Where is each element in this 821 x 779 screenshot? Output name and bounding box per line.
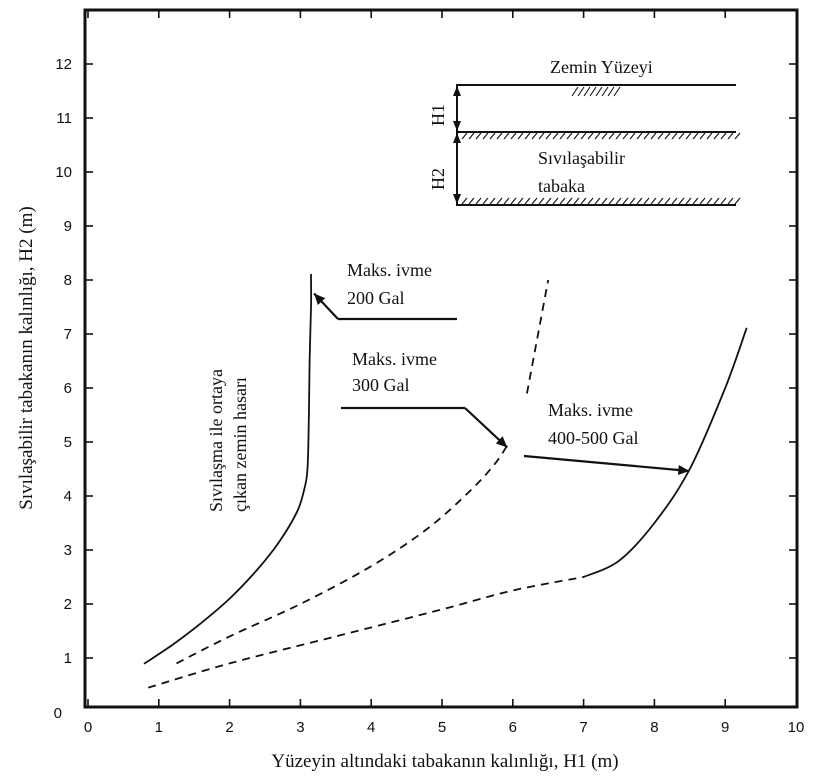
y-tick-label: 6 xyxy=(64,380,72,397)
y-tick-label: 3 xyxy=(64,542,72,559)
x-tick-label: 10 xyxy=(788,719,805,736)
series-1-line xyxy=(176,441,511,665)
inset-h2-label: H2 xyxy=(428,168,448,190)
inset-hatching xyxy=(461,86,741,205)
y-tick-label: 5 xyxy=(64,434,72,451)
annotation-400-line1: Maks. ivme xyxy=(548,400,633,420)
annotation-300-line1: Maks. ivme xyxy=(352,349,437,369)
annotation-200-line1: Maks. ivme xyxy=(347,260,432,280)
inset-layer-label-line2: tabaka xyxy=(538,176,585,196)
inset-diagram: Zemin Yüzeyi H1 H2 Sıvılaşabilir tabaka xyxy=(428,57,741,206)
y-tick-label: 10 xyxy=(55,164,72,181)
x-tick-label: 0 xyxy=(84,719,92,736)
damage-label-line1: Sıvılaşma ile ortaya xyxy=(206,369,226,512)
arrow-300-head xyxy=(495,436,508,448)
annotation-400-line2: 400-500 Gal xyxy=(548,428,638,448)
annotation-arrows xyxy=(313,292,690,475)
x-tick-label: 7 xyxy=(579,719,587,736)
x-tick-label: 1 xyxy=(155,719,163,736)
damage-label-line2: çıkan zemin hasarı xyxy=(230,377,250,512)
inset-h1-label: H1 xyxy=(428,104,448,126)
y-tick-label: 2 xyxy=(64,596,72,613)
y-tick-label: 11 xyxy=(56,110,72,127)
y-tick-label: 12 xyxy=(55,56,72,73)
x-tick-label: 3 xyxy=(296,719,304,736)
y-axis-title: Sıvılaşabilir tabakanın kalınlığı, H2 (m… xyxy=(16,206,37,509)
inset-layer-label-line1: Sıvılaşabilir xyxy=(538,148,625,168)
arrow-200-head xyxy=(314,293,326,305)
y-tick-label: 4 xyxy=(64,488,72,505)
series-3-dashed-line xyxy=(147,576,584,689)
x-tick-label: 9 xyxy=(721,719,729,736)
x-tick-label: 6 xyxy=(509,719,517,736)
inset-surface-label: Zemin Yüzeyi xyxy=(550,57,653,77)
y-tick-label: 1 xyxy=(64,650,72,667)
y-tick-label: 7 xyxy=(64,326,72,343)
x-tick-label: 5 xyxy=(438,719,446,736)
y-tick-label: 8 xyxy=(64,272,72,289)
y-tick-label: 9 xyxy=(64,218,72,235)
series-0-line xyxy=(143,273,313,665)
arrow-400 xyxy=(523,454,690,473)
ticks xyxy=(85,10,797,707)
annotation-200-line2: 200 Gal xyxy=(347,288,405,308)
x-tick-label: 2 xyxy=(225,719,233,736)
curves xyxy=(143,273,748,689)
plot-frame xyxy=(83,8,799,709)
arrow-400-head xyxy=(677,465,690,475)
series-2-line xyxy=(526,279,550,394)
annotation-300-line2: 300 Gal xyxy=(352,375,410,395)
x-tick-label: 8 xyxy=(650,719,658,736)
y-tick-label: 0 xyxy=(54,705,62,722)
series-3-solid-line xyxy=(582,327,748,578)
x-tick-label: 4 xyxy=(367,719,375,736)
x-axis-title: Yüzeyin altındaki tabakanın kalınlığı, H… xyxy=(271,751,618,772)
